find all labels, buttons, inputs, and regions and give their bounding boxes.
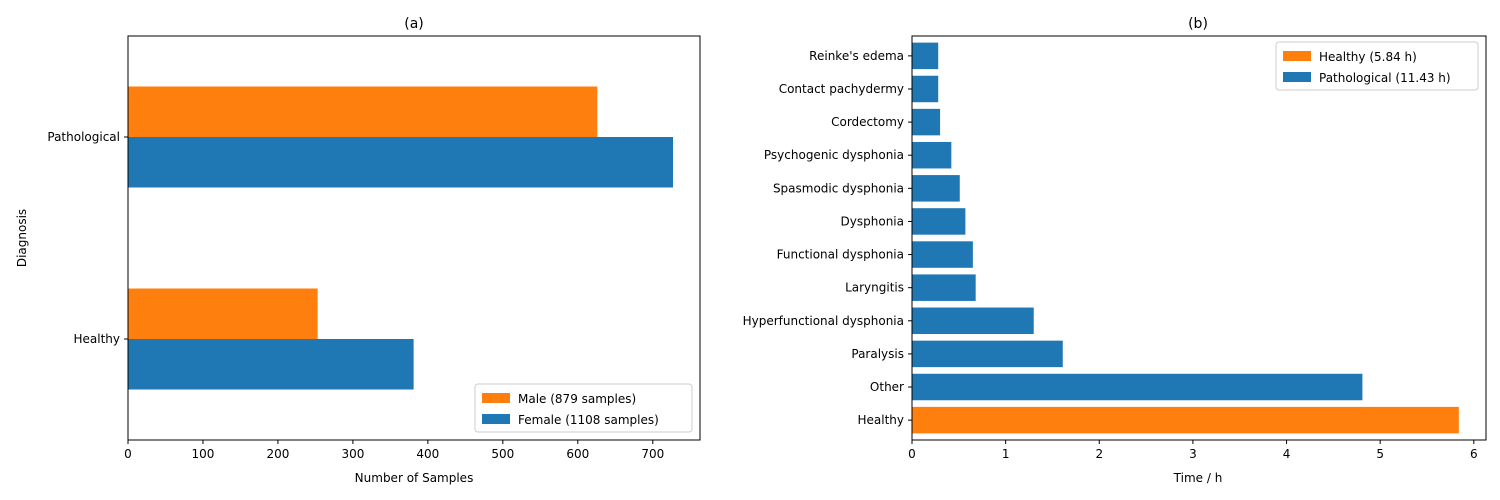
x-tick-label: 4 (1283, 447, 1291, 461)
chart-a-legend: Male (879 samples) Female (1108 samples) (474, 383, 693, 433)
y-tick-label-healthy: Healthy (73, 332, 120, 346)
x-tick-label: 400 (416, 447, 439, 461)
legend-label-male: Male (879 samples) (518, 392, 636, 406)
bar-other (912, 373, 1363, 401)
bar-hyperfunctional-dysphonia (912, 307, 1034, 335)
bar-laryngitis (912, 274, 976, 301)
chart-b: (b) 0 1 2 3 4 5 6 Healthy Other Paralysis Hyperfu… (743, 16, 1487, 485)
y-tick-label-dysphonia: Dysphonia (841, 214, 904, 228)
x-tick-label: 200 (266, 447, 289, 461)
legend-box (474, 383, 693, 433)
chart-a-bars (128, 86, 674, 390)
chart-a-x-axis-label: Number of Samples (355, 471, 474, 485)
legend-swatch-male (482, 393, 510, 403)
chart-b-x-axis-label: Time / h (1173, 471, 1223, 485)
y-tick-label-contact-pachydermy: Contact pachydermy (779, 82, 904, 96)
bar-reinke-s-edema (912, 42, 939, 70)
x-tick-label: 0 (908, 447, 916, 461)
y-tick-label-functional-dysphonia: Functional dysphonia (777, 248, 904, 262)
bar-cordectomy (912, 108, 941, 136)
y-tick-label-hyperfunctional-dysphonia: Hyperfunctional dysphonia (743, 314, 904, 328)
x-tick-label: 600 (566, 447, 589, 461)
legend-swatch-healthy (1283, 51, 1311, 61)
y-tick-label-psychogenic-dysphonia: Psychogenic dysphonia (764, 148, 904, 162)
y-tick-label-reinke-s-edema: Reinke's edema (809, 49, 904, 63)
chart-b-frame (911, 35, 1487, 441)
x-tick-label: 500 (491, 447, 514, 461)
chart-a-y-ticks: Healthy Pathological (47, 130, 128, 346)
legend-swatch-pathological (1283, 72, 1311, 82)
x-tick-label: 700 (641, 447, 664, 461)
x-tick-label: 6 (1470, 447, 1478, 461)
y-tick-label-other: Other (870, 380, 904, 394)
chart-b-legend: Healthy (5.84 h) Pathological (11.43 h) (1275, 41, 1479, 91)
bar-psychogenic-dysphonia (912, 141, 952, 169)
x-tick-label: 5 (1376, 447, 1384, 461)
chart-b-x-ticks: 0 1 2 3 4 5 6 (908, 440, 1478, 461)
x-tick-label: 0 (124, 447, 132, 461)
chart-b-title: (b) (1188, 16, 1208, 32)
x-tick-label: 1 (1002, 447, 1010, 461)
chart-a-title: (a) (404, 16, 424, 32)
legend-label-female: Female (1108 samples) (518, 413, 659, 427)
bar-pathological-male (128, 86, 598, 137)
x-tick-label: 300 (341, 447, 364, 461)
bar-pathological-female (128, 137, 674, 188)
x-tick-label: 3 (1189, 447, 1197, 461)
chart-b-y-ticks: Healthy Other Paralysis Hyperfunctional dys… (743, 49, 912, 427)
chart-b-bars (912, 42, 1459, 434)
y-tick-label-laryngitis: Laryngitis (845, 281, 904, 295)
y-tick-label-spasmodic-dysphonia: Spasmodic dysphonia (773, 181, 904, 195)
legend-label-healthy: Healthy (5.84 h) (1319, 50, 1417, 64)
chart-a-x-ticks: 0 100 200 300 400 500 600 700 (124, 440, 664, 461)
legend-swatch-female (482, 414, 510, 424)
x-tick-label: 2 (1095, 447, 1103, 461)
chart-a-y-axis-label: Diagnosis (15, 209, 29, 267)
bar-paralysis (912, 340, 1063, 368)
y-tick-label-paralysis: Paralysis (851, 347, 904, 361)
bar-contact-pachydermy (912, 75, 939, 103)
y-tick-label-pathological: Pathological (47, 130, 120, 144)
bar-healthy-male (128, 288, 318, 339)
x-tick-label: 100 (192, 447, 215, 461)
chart-a: (a) 0 100 200 300 400 500 600 700 Healthy Pathol… (15, 16, 701, 485)
bar-functional-dysphonia (912, 241, 973, 268)
legend-label-pathological: Pathological (11.43 h) (1319, 71, 1451, 85)
chart-a-frame (127, 35, 701, 441)
bar-dysphonia (912, 208, 966, 235)
y-tick-label-healthy: Healthy (857, 413, 904, 427)
bar-healthy (912, 406, 1459, 434)
bar-healthy-female (128, 339, 414, 390)
legend-box (1275, 41, 1479, 91)
bar-spasmodic-dysphonia (912, 175, 960, 202)
y-tick-label-cordectomy: Cordectomy (831, 115, 904, 129)
